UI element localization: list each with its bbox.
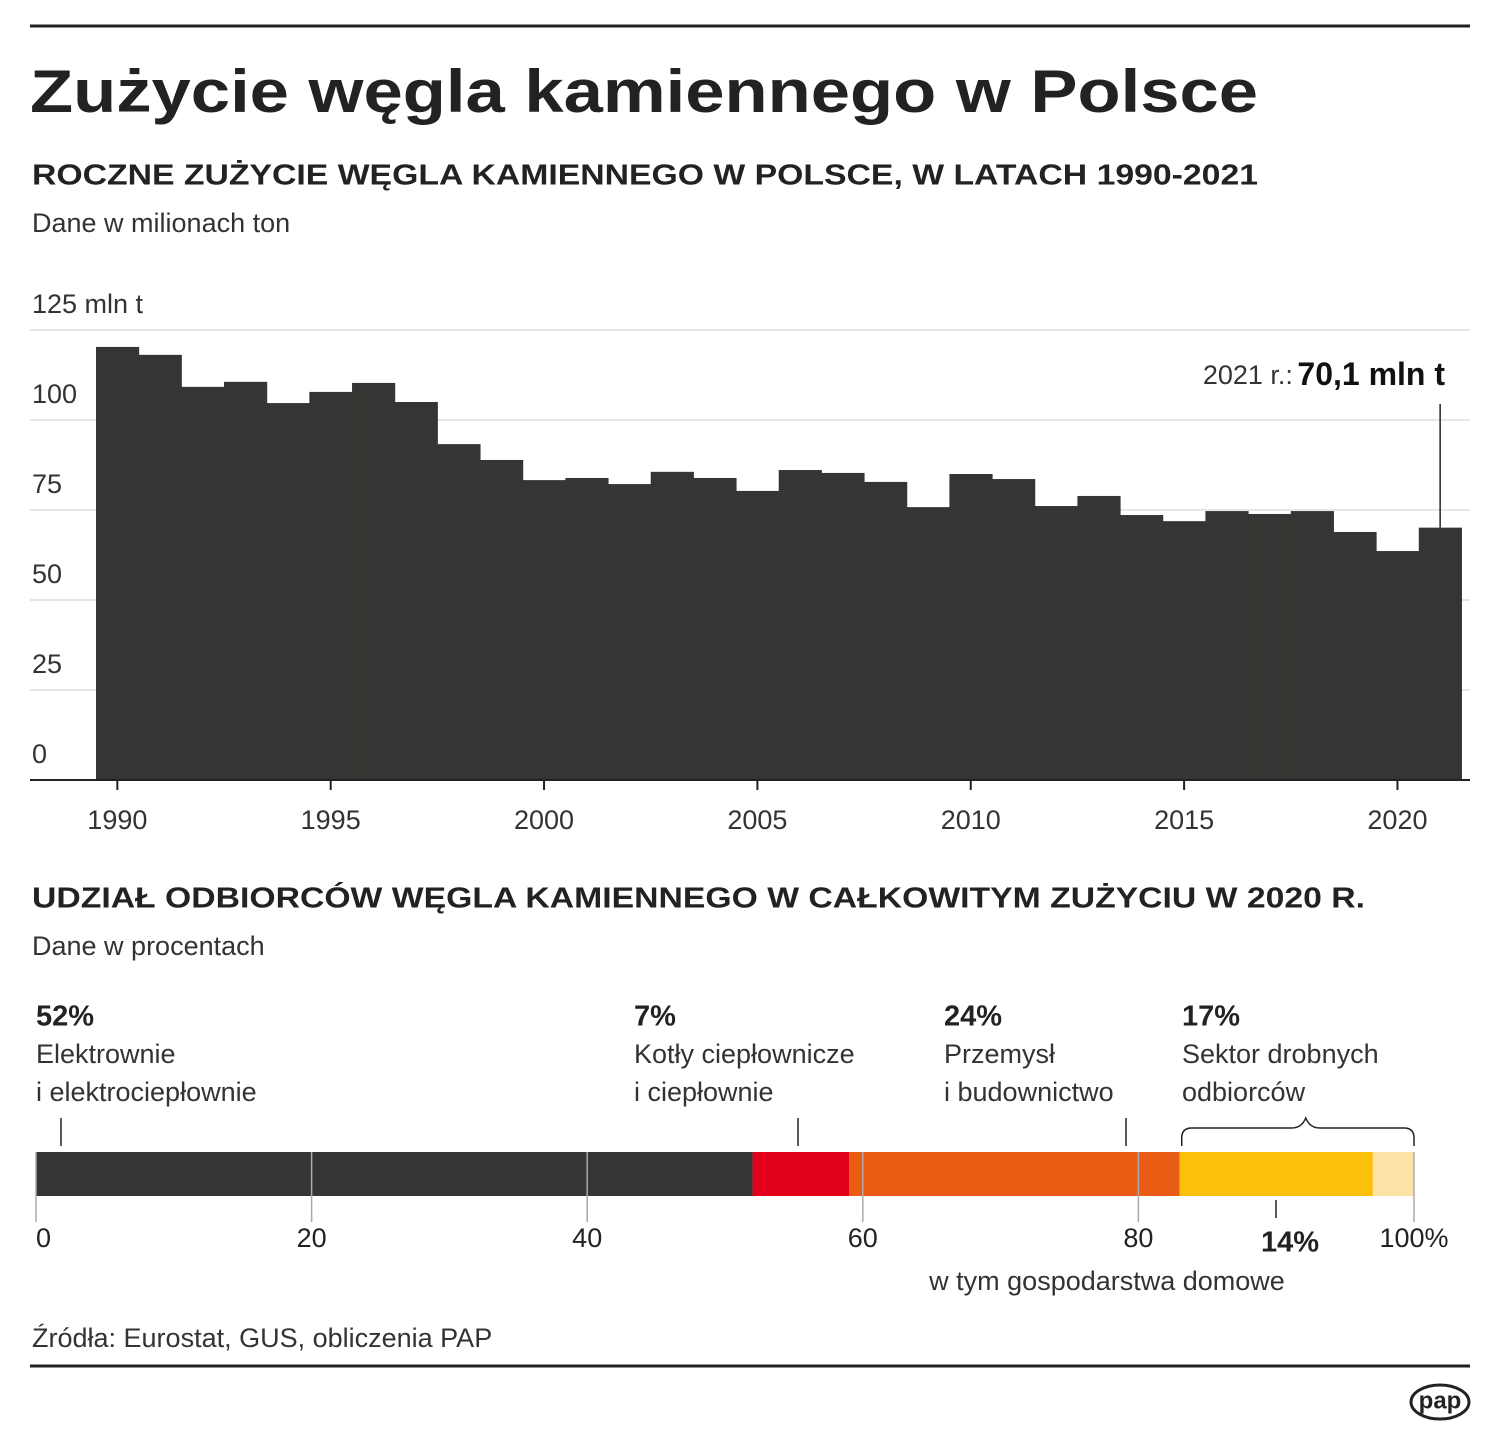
logo: pap [1419,1387,1462,1414]
bar [1077,495,1121,780]
bar [1120,515,1164,780]
subtitle: UDZIAŁ ODBIORCÓW WĘGLA KAMIENNEGO W CAŁK… [32,881,1365,915]
bar [266,403,310,780]
logo-badge [1409,1383,1471,1421]
segment [752,1152,850,1196]
bar [1205,511,1249,780]
segment-label: Przemysł [944,1039,1055,1069]
y-tick-label: 125 mln t [32,289,144,319]
segment-label: Elektrownie [36,1039,176,1069]
bar [778,470,822,780]
segment-label: Kotły ciepłownicze [634,1039,855,1069]
x-tick-label: 2020 [1367,805,1427,835]
bar [181,386,225,780]
bar [949,474,993,780]
x-tick-label: 1990 [87,805,147,835]
bar [608,484,652,780]
bar [992,479,1036,780]
bar [565,477,609,780]
households-segment [1179,1152,1373,1196]
bar [650,471,694,780]
bar [864,481,908,780]
y-tick-label: 50 [32,559,62,589]
bar [1290,511,1334,780]
bar [693,477,737,780]
brace [1180,1115,1415,1146]
bar [736,490,780,780]
bar [1248,513,1292,780]
bar [352,382,396,780]
annotation: 2021 r.: 70,1 mln t [1203,356,1445,392]
x-tick-label: 1995 [301,805,361,835]
bar [522,480,566,780]
segment-value: 17% [1182,1001,1240,1033]
segment-label: odbiorców [1182,1077,1306,1107]
bar [1376,551,1420,780]
segment-label: i elektrociepłownie [36,1077,257,1107]
annotation-value: 70,1 mln t [1297,356,1445,392]
households-label: w tym gospodarstwa domowe [928,1266,1285,1296]
y-tick-label: 0 [32,739,47,769]
bar [1162,521,1206,780]
bar [906,507,950,780]
segment-value: 7% [634,1001,676,1033]
y-tick-label: 100 [32,379,77,409]
source: Źródła: Eurostat, GUS, obliczenia PAP [32,1323,492,1353]
x-tick-label: 80 [1123,1223,1153,1253]
x-tick-label: 2000 [514,805,574,835]
x-tick-label: 2010 [941,805,1001,835]
title: Zużycie węgla kamiennego w Polsce [30,58,1258,125]
x-tick-label: 40 [572,1223,602,1253]
x-tick-label: 2005 [727,805,787,835]
y-tick-label: 75 [32,469,62,499]
bar [1034,506,1078,780]
bar [96,346,140,780]
x-tick-label: 2015 [1154,805,1214,835]
segment [36,1152,753,1196]
unit-note: Dane w milionach ton [32,208,290,238]
bar [437,444,481,780]
bar [309,391,353,780]
annotation-prefix: 2021 r.: [1203,360,1293,390]
bar [224,381,268,780]
households-value: 14% [1261,1227,1319,1259]
unit-note: Dane w procentach [32,931,265,961]
bar [821,472,865,780]
bar [394,402,438,780]
x-tick-label: 20 [297,1223,327,1253]
bar [138,354,182,780]
segment-label: Sektor drobnych [1182,1039,1379,1069]
bar [1333,531,1377,780]
subtitle: ROCZNE ZUŻYCIE WĘGLA KAMIENNEGO W POLSCE… [32,160,1258,192]
bar [1418,527,1462,780]
segment-value: 24% [944,1001,1002,1033]
bar [480,459,524,780]
segment-label: i budownictwo [944,1077,1114,1107]
segment [849,1152,1180,1196]
x-tick-label: 0 [36,1223,51,1253]
segment-value: 52% [36,1001,94,1033]
segment-label: i ciepłownie [634,1077,774,1107]
x-tick-label: 60 [848,1223,878,1253]
x-tick-label: 100% [1379,1223,1448,1253]
y-tick-label: 25 [32,649,62,679]
